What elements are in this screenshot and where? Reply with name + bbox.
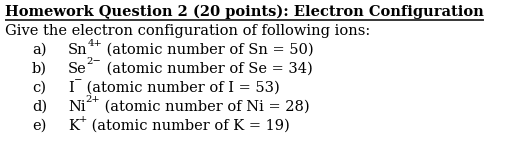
Text: c): c) bbox=[32, 81, 46, 95]
Text: (atomic number of Sn = 50): (atomic number of Sn = 50) bbox=[102, 43, 314, 57]
Text: 2+: 2+ bbox=[85, 95, 100, 105]
Text: Homework Question 2 (20 points): Electron Configuration: Homework Question 2 (20 points): Electro… bbox=[5, 5, 484, 19]
Text: Ni: Ni bbox=[68, 100, 85, 114]
Text: −: − bbox=[74, 76, 82, 86]
Text: 2−: 2− bbox=[87, 57, 102, 67]
Text: (atomic number of I = 53): (atomic number of I = 53) bbox=[82, 81, 280, 95]
Text: Sn: Sn bbox=[68, 43, 88, 57]
Text: e): e) bbox=[32, 119, 46, 133]
Text: b): b) bbox=[32, 62, 47, 76]
Text: Give the electron configuration of following ions:: Give the electron configuration of follo… bbox=[5, 24, 370, 38]
Text: +: + bbox=[79, 114, 87, 124]
Text: I: I bbox=[68, 81, 74, 95]
Text: (atomic number of K = 19): (atomic number of K = 19) bbox=[87, 119, 290, 133]
Text: 4+: 4+ bbox=[88, 38, 102, 48]
Text: d): d) bbox=[32, 100, 47, 114]
Text: K: K bbox=[68, 119, 79, 133]
Text: a): a) bbox=[32, 43, 46, 57]
Text: (atomic number of Ni = 28): (atomic number of Ni = 28) bbox=[100, 100, 310, 114]
Text: (atomic number of Se = 34): (atomic number of Se = 34) bbox=[102, 62, 312, 76]
Text: Se: Se bbox=[68, 62, 87, 76]
